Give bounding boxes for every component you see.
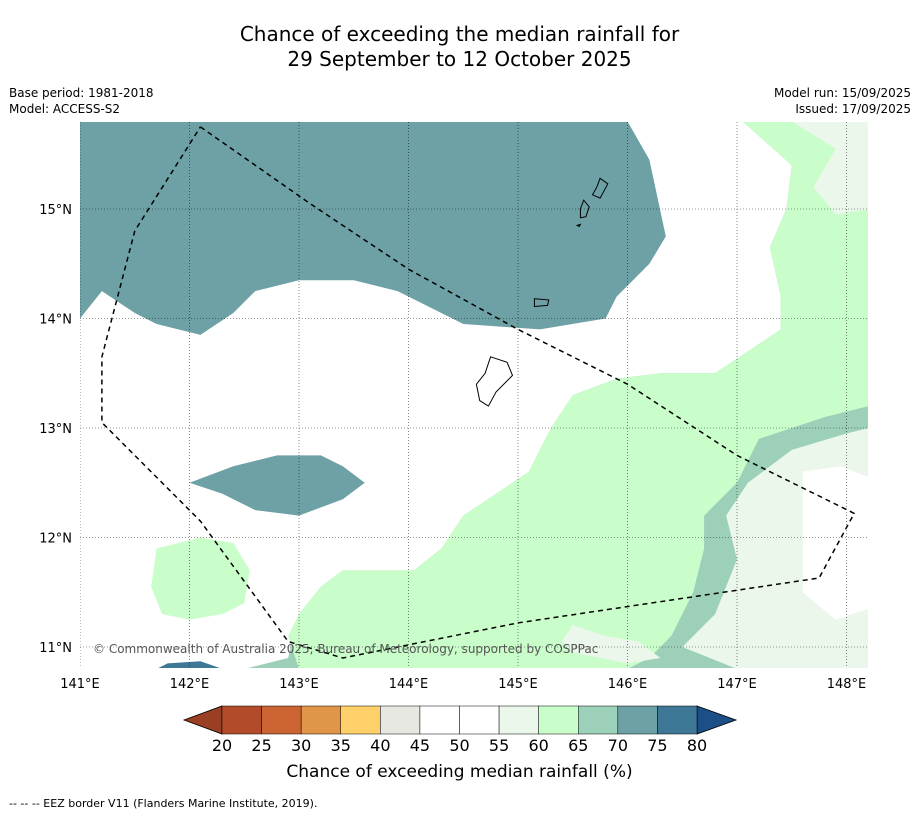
land-aguijan (575, 223, 582, 228)
copyright-text: © Commonwealth of Australia 2025, Bureau… (93, 642, 598, 656)
contour-60-65-1 (151, 537, 250, 620)
lat-tick-label: 13°N (39, 422, 72, 437)
contour-65-70-0 (247, 122, 868, 668)
contour-55-60-0 (792, 122, 868, 215)
eez-border (101, 126, 856, 659)
colorbar-title: Chance of exceeding median rainfall (%) (286, 762, 633, 782)
contour-70-75-1 (189, 455, 365, 516)
lon-tick-label: 143°E (279, 677, 319, 692)
colorbar-tick-label: 20 (212, 736, 232, 755)
lon-tick-label: 148°E (827, 677, 867, 692)
colorbar-bin (538, 705, 579, 735)
colorbar-tick-label: 35 (331, 736, 351, 755)
colorbar-tick-label: 55 (489, 736, 509, 755)
lat-tick-label: 14°N (39, 313, 72, 328)
meta-left: Base period: 1981-2018 Model: ACCESS-S2 (9, 85, 154, 117)
meta-right: Model run: 15/09/2025 Issued: 17/09/2025 (774, 85, 911, 117)
land-rota (533, 298, 550, 308)
colorbar-tick-label: 65 (568, 736, 588, 755)
colorbar-bin (459, 705, 500, 735)
colorbar-bin (419, 705, 460, 735)
colorbar-tick-label: 60 (528, 736, 548, 755)
colorbar-tick-label: 70 (608, 736, 628, 755)
contour-70-75-0 (80, 122, 666, 335)
lon-tick-label: 141°E (60, 677, 100, 692)
lat-tick-label: 15°N (39, 203, 72, 218)
colorbar-bin (221, 705, 262, 735)
lat-tick-label: 11°N (39, 641, 72, 656)
colorbar-tick-label: 45 (410, 736, 430, 755)
colorbar-bin (498, 705, 539, 735)
colorbar-over-arrow (696, 705, 738, 735)
colorbar-bin (617, 705, 658, 735)
colorbar-bin (261, 705, 302, 735)
colorbar-bin (380, 705, 421, 735)
colorbar-tick-label: 30 (291, 736, 311, 755)
axis-tick-labels: 141°E 142°E 143°E 144°E 145°E 146°E 147°E 148°E… (39, 203, 866, 692)
gridlines (80, 122, 868, 668)
colorbar-tick-label: 80 (687, 736, 707, 755)
lon-tick-label: 142°E (170, 677, 210, 692)
issued-date: Issued: 17/09/2025 (795, 102, 911, 116)
eez-border-layer (101, 126, 856, 659)
colorbar-bin (300, 705, 341, 735)
lon-tick-label: 146°E (608, 677, 648, 692)
lon-tick-label: 144°E (389, 677, 429, 692)
lon-tick-label: 147°E (717, 677, 757, 692)
title-line-2: 29 September to 12 October 2025 (287, 47, 632, 71)
model-run: Model run: 15/09/2025 (773, 86, 911, 100)
contour-50-55-0 (802, 466, 868, 620)
lon-tick-label: 145°E (498, 677, 538, 692)
contour-fields (80, 122, 868, 668)
colorbar: 20 25 30 35 40 45 50 55 60 65 70 75 80 (182, 705, 738, 755)
colorbar-tick-label: 75 (647, 736, 667, 755)
base-period: Base period: 1981-2018 (9, 86, 154, 100)
land-tinian (579, 199, 590, 219)
contour-55-60-2 (561, 625, 661, 664)
eez-footnote: -- -- -- EEZ border V11 (Flanders Marine… (9, 797, 318, 810)
colorbar-tick-label: 40 (370, 736, 390, 755)
map-title: Chance of exceeding the median rainfall … (0, 22, 919, 72)
colorbar-under-arrow (182, 705, 223, 735)
contour-75-80-2 (158, 661, 220, 668)
land-saipan (591, 177, 609, 199)
colorbar-bin (657, 705, 698, 735)
colorbar-bin (578, 705, 619, 735)
colorbar-tick-label: 25 (251, 736, 271, 755)
land-guam (475, 356, 514, 407)
model-name: Model: ACCESS-S2 (9, 102, 121, 116)
colorbar-bin (340, 705, 381, 735)
contour-60-65-0 (288, 122, 868, 668)
title-line-1: Chance of exceeding the median rainfall … (239, 22, 680, 46)
lat-tick-label: 12°N (39, 532, 72, 547)
colorbar-tick-label: 50 (449, 736, 469, 755)
land-outlines (475, 177, 609, 407)
